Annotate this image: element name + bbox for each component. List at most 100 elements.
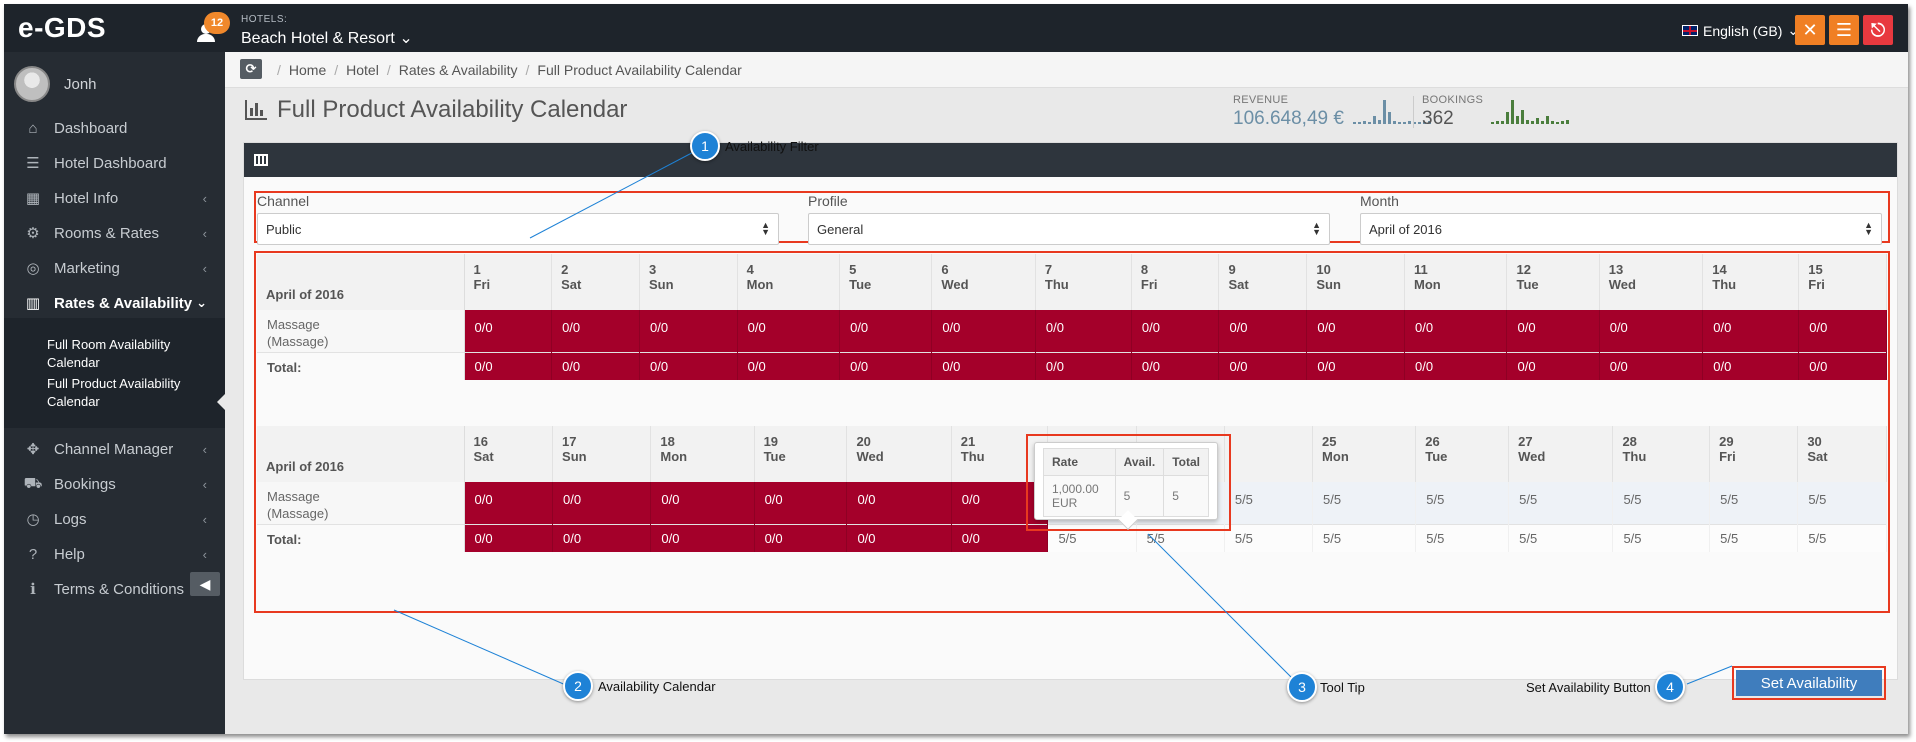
total-row: Total: 0/0 0/0 0/0 0/0 0/0 0/0 0/0 0/0 0/0 0/0 0/0 0…: [257, 351, 1887, 380]
callout-3-text: Tool Tip: [1320, 680, 1365, 695]
sparkline-bar: [1373, 116, 1376, 124]
day-weekday: Thu: [1712, 277, 1737, 292]
calendar-day-header: 16 Sat: [464, 426, 554, 482]
language-label: English (GB): [1703, 22, 1783, 39]
app-window: e-GDS 12 HOTELS: Beach Hotel & Resort ⌄ …: [4, 4, 1908, 734]
day-number: 17: [562, 434, 577, 449]
availability-cell[interactable]: 0/0: [931, 310, 1036, 352]
panel-header: [244, 143, 1897, 177]
month-select[interactable]: April of 2016 ▲ ▼: [1360, 213, 1882, 245]
sidebar-item-bookings[interactable]: ⛟ Bookings ‹: [4, 463, 225, 505]
availability-cell[interactable]: 0/0: [1702, 310, 1800, 352]
breadcrumb-separator: /: [334, 62, 339, 78]
availability-cell[interactable]: 0/0: [754, 482, 848, 524]
total-cell: 0/0: [737, 351, 841, 380]
availability-cell[interactable]: 0/0: [1035, 310, 1132, 352]
sidebar-item-hotel-info[interactable]: ▦ Hotel Info ‹: [4, 177, 225, 219]
availability-cell[interactable]: 0/0: [1404, 310, 1508, 352]
availability-cell[interactable]: 5/5: [1709, 482, 1799, 524]
total-cell: 5/5: [1415, 523, 1510, 552]
availability-cell[interactable]: 0/0: [1131, 310, 1220, 352]
refresh-button[interactable]: ⟳: [240, 59, 262, 79]
total-cell: 5/5: [1797, 523, 1887, 552]
calendar-week-1: April of 2016 1 Fri 2 Sat 3 Sun 4 Mon 5 Tue 6 Wed 7 Th…: [257, 254, 1887, 380]
availability-cell[interactable]: 5/5: [1312, 482, 1417, 524]
breadcrumb-hotel[interactable]: Hotel: [346, 62, 379, 78]
sidebar: Jonh ⌂ Dashboard ☰ Hotel Dashboard ▦ Hot…: [4, 52, 225, 734]
user-profile[interactable]: Jonh: [14, 66, 97, 102]
total-cell: 0/0: [1218, 351, 1308, 380]
availability-cell[interactable]: 0/0: [1599, 310, 1704, 352]
availability-cell[interactable]: 5/5: [1612, 482, 1711, 524]
availability-cell[interactable]: 5/5: [1508, 482, 1614, 524]
expand-icon: ✕: [1802, 20, 1818, 40]
availability-cell[interactable]: 0/0: [639, 310, 738, 352]
availability-cell[interactable]: 0/0: [737, 310, 841, 352]
breadcrumb-rates-availability[interactable]: Rates & Availability: [398, 62, 518, 78]
availability-cell[interactable]: 5/5: [1797, 482, 1887, 524]
availability-cell[interactable]: 0/0: [551, 310, 640, 352]
availability-cell[interactable]: 0/0: [1798, 310, 1887, 352]
day-weekday: Fri: [1140, 277, 1158, 292]
sidebar-item-label: Rooms & Rates: [54, 224, 160, 242]
sidebar-item-logs[interactable]: ◷ Logs ‹: [4, 498, 225, 540]
sidebar-item-marketing[interactable]: ◎ Marketing ‹: [4, 247, 225, 289]
total-cell: 0/0: [639, 351, 738, 380]
language-selector[interactable]: English (GB) ⌄: [1682, 22, 1799, 39]
sidebar-item-dashboard[interactable]: ⌂ Dashboard: [4, 107, 225, 149]
availability-cell[interactable]: 5/5: [1415, 482, 1510, 524]
logout-button[interactable]: ⎋: [1863, 15, 1893, 45]
channel-select[interactable]: Public ▲ ▼: [257, 213, 779, 245]
clock-icon: ◷: [26, 511, 40, 528]
sidebar-item-help[interactable]: ? Help ‹: [4, 533, 225, 575]
availability-cell[interactable]: 0/0: [1218, 310, 1308, 352]
sidebar-item-rooms-rates[interactable]: ⚙ Rooms & Rates ‹: [4, 212, 225, 254]
day-number: 12: [1516, 262, 1531, 277]
availability-cell[interactable]: 5/5: [1224, 482, 1314, 524]
menu-button[interactable]: ☰: [1829, 15, 1859, 45]
sidebar-item-rates-availability[interactable]: ▥ Rates & Availability ⌄: [4, 282, 225, 324]
hotel-selector[interactable]: Beach Hotel & Resort ⌄: [241, 28, 413, 48]
sparkline-bar: [1491, 122, 1494, 124]
calendar-day-header: [1224, 426, 1314, 482]
notifications-button[interactable]: 12: [190, 10, 230, 46]
total-cell: 5/5: [1047, 523, 1137, 552]
sidebar-subitem-full-room-availability[interactable]: Full Room Availability Calendar: [47, 337, 171, 370]
day-weekday: Thu: [1622, 449, 1647, 464]
sidebar-subitem-full-product-availability[interactable]: Full Product Availability Calendar: [47, 376, 181, 409]
sidebar-item-terms[interactable]: ℹ Terms & Conditions: [4, 568, 225, 610]
availability-cell[interactable]: 0/0: [464, 482, 554, 524]
breadcrumb-home[interactable]: Home: [288, 62, 327, 78]
availability-cell[interactable]: 0/0: [552, 482, 652, 524]
availability-cell[interactable]: 0/0: [951, 482, 1049, 524]
set-availability-button[interactable]: Set Availability: [1736, 670, 1882, 696]
availability-cell[interactable]: 0/0: [1306, 310, 1406, 352]
availability-cell[interactable]: 0/0: [846, 482, 952, 524]
sidebar-item-hotel-dashboard[interactable]: ☰ Hotel Dashboard: [4, 142, 225, 184]
day-weekday: Mon: [1322, 449, 1349, 464]
sidebar-collapse-button[interactable]: ◀: [190, 572, 220, 596]
availability-cell[interactable]: 0/0: [1506, 310, 1600, 352]
calendar-day-header: 19 Tue: [754, 426, 848, 482]
user-name: Jonh: [64, 75, 97, 93]
sparkline-bar: [1423, 122, 1426, 124]
calendar-day-header: 28 Thu: [1612, 426, 1711, 482]
fullscreen-button[interactable]: ✕: [1795, 15, 1825, 45]
sparkline-bar: [1408, 121, 1411, 124]
app-logo[interactable]: e-GDS: [18, 12, 107, 43]
availability-cell[interactable]: 0/0: [839, 310, 933, 352]
sidebar-item-channel-manager[interactable]: ✥ Channel Manager ‹: [4, 428, 225, 470]
availability-cell[interactable]: 0/0: [650, 482, 755, 524]
sidebar-item-label: Rates & Availability: [54, 294, 193, 312]
info-icon: ℹ: [30, 581, 36, 598]
day-number: 7: [1044, 262, 1053, 277]
sparkline-bar: [1541, 121, 1544, 124]
availability-cell[interactable]: 0/0: [464, 310, 553, 352]
sidebar-item-label: Logs: [54, 510, 87, 528]
calendar-day-header: 20 Wed: [846, 426, 952, 482]
profile-select[interactable]: General ▲ ▼: [808, 213, 1330, 245]
breadcrumb-separator: /: [525, 62, 530, 78]
list-icon: ☰: [26, 155, 40, 172]
day-number: 19: [763, 434, 779, 449]
day-weekday: Thu: [960, 449, 985, 464]
